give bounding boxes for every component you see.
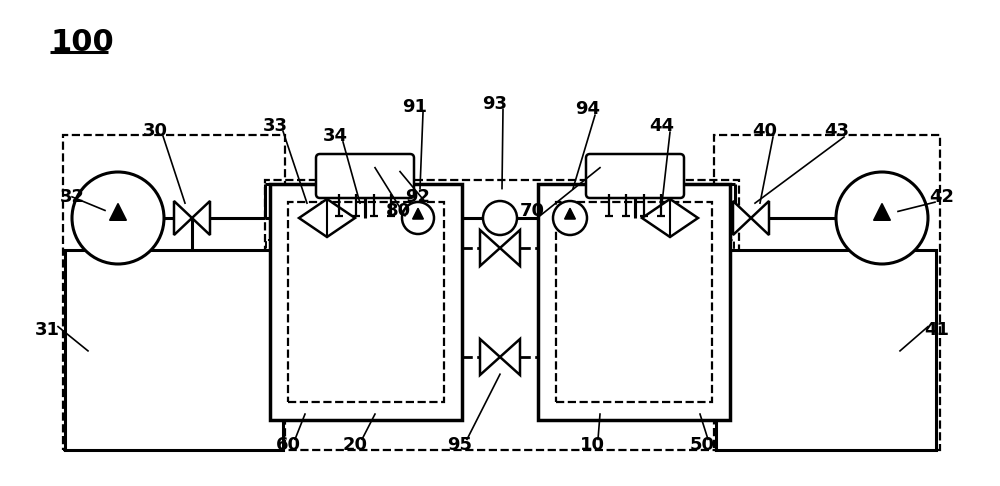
- Bar: [65, 250, 283, 450]
- Bar: [270, 184, 462, 420]
- Polygon shape: [480, 230, 500, 266]
- Polygon shape: [110, 204, 126, 220]
- Bar: [556, 202, 712, 402]
- Bar: [714, 135, 940, 450]
- Text: 44: 44: [650, 117, 674, 136]
- Text: 80: 80: [385, 202, 411, 221]
- Bar: [716, 250, 936, 450]
- Polygon shape: [174, 201, 192, 235]
- Polygon shape: [413, 208, 423, 219]
- FancyBboxPatch shape: [316, 154, 414, 198]
- Polygon shape: [192, 201, 210, 235]
- Polygon shape: [480, 339, 500, 375]
- Bar: [265, 180, 739, 450]
- Circle shape: [402, 202, 434, 234]
- Polygon shape: [565, 208, 575, 219]
- Text: 41: 41: [924, 321, 950, 340]
- Text: 50: 50: [690, 435, 714, 454]
- Bar: [266, 240, 391, 298]
- Bar: [288, 202, 444, 402]
- Bar: [608, 240, 734, 298]
- Circle shape: [72, 172, 164, 264]
- Text: 70: 70: [520, 202, 544, 221]
- Circle shape: [836, 172, 928, 264]
- Polygon shape: [500, 230, 520, 266]
- Polygon shape: [733, 201, 751, 235]
- Text: 33: 33: [262, 117, 288, 136]
- Text: 31: 31: [34, 321, 60, 340]
- Circle shape: [553, 201, 587, 235]
- Text: 42: 42: [930, 188, 954, 206]
- FancyBboxPatch shape: [586, 154, 684, 198]
- Text: 40: 40: [753, 122, 778, 140]
- Text: 92: 92: [406, 188, 430, 206]
- Polygon shape: [642, 199, 698, 237]
- Text: 34: 34: [322, 127, 348, 145]
- Text: 10: 10: [580, 435, 604, 454]
- Text: 94: 94: [576, 100, 600, 119]
- Text: 30: 30: [143, 122, 168, 140]
- Text: 60: 60: [276, 435, 300, 454]
- Text: 20: 20: [342, 435, 368, 454]
- Circle shape: [483, 201, 517, 235]
- Polygon shape: [500, 339, 520, 375]
- Polygon shape: [299, 199, 355, 237]
- Bar: [63, 135, 285, 450]
- Bar: [538, 184, 730, 420]
- Text: 91: 91: [402, 98, 428, 116]
- Text: 100: 100: [50, 28, 114, 57]
- Text: 95: 95: [448, 435, 473, 454]
- Polygon shape: [751, 201, 769, 235]
- Text: 43: 43: [824, 122, 850, 140]
- Text: 32: 32: [60, 188, 84, 206]
- Polygon shape: [874, 204, 890, 220]
- Text: 93: 93: [482, 95, 508, 114]
